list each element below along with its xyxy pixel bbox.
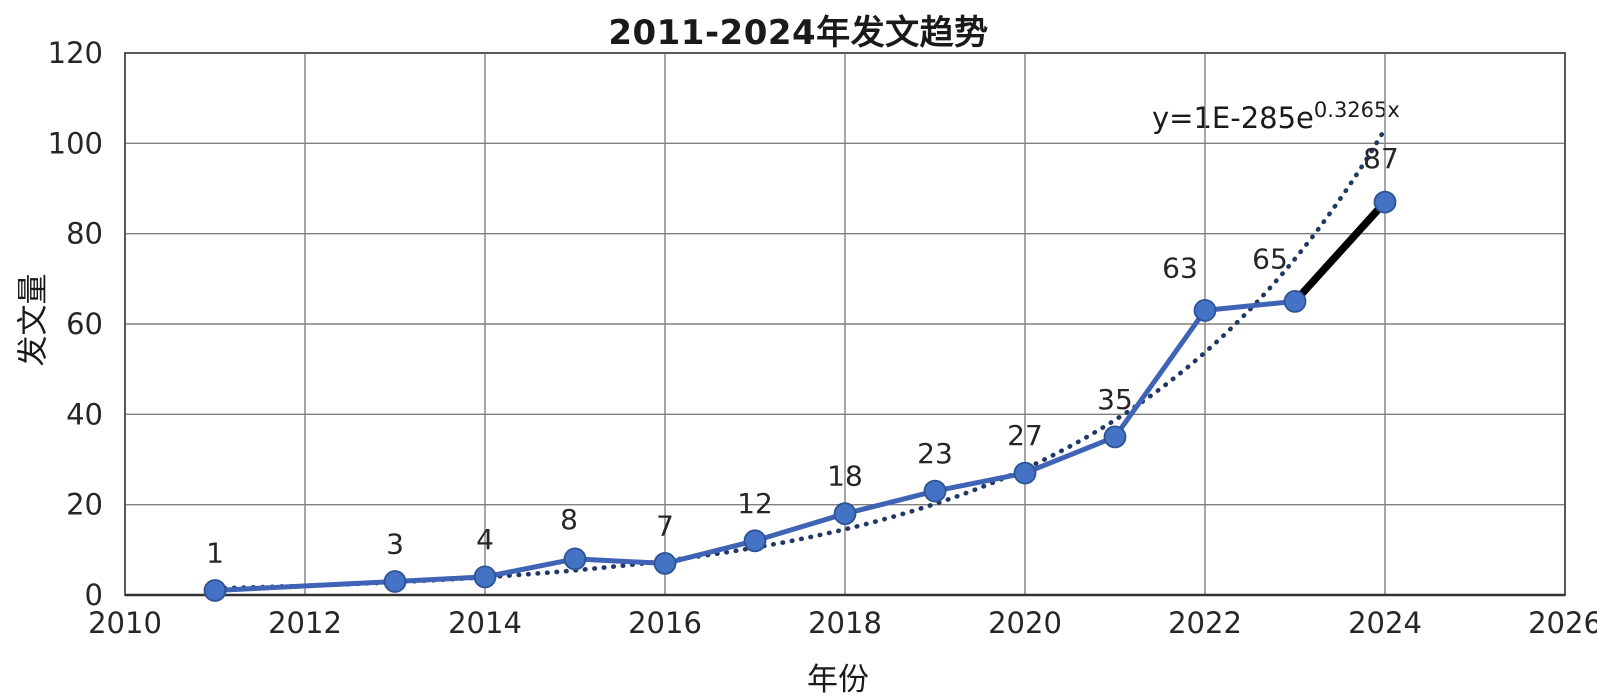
- trendline-dotted: [212, 126, 1388, 591]
- highlight-segment: [1292, 199, 1388, 304]
- y-tick-100: 100: [48, 126, 103, 160]
- y-tick-60: 60: [66, 307, 103, 341]
- data-label-2023: 65: [1252, 242, 1288, 275]
- x-tick-2018: 2018: [808, 606, 882, 640]
- x-tick-2014: 2014: [448, 606, 522, 640]
- data-point-2024: [1373, 190, 1397, 214]
- y-tick-40: 40: [66, 397, 103, 431]
- x-tick-2022: 2022: [1168, 606, 1242, 640]
- x-axis-title: 年份: [807, 662, 869, 698]
- data-point-2019: [923, 479, 947, 503]
- y-tick-20: 20: [66, 488, 103, 522]
- x-tick-2010: 2010: [88, 606, 162, 640]
- data-point-2021: [1103, 425, 1127, 449]
- x-tick-2020: 2020: [988, 606, 1062, 640]
- data-label-2019: 23: [917, 437, 953, 470]
- data-label-2013: 3: [386, 528, 404, 561]
- data-point-2014: [473, 565, 497, 589]
- data-label-2016: 7: [656, 509, 674, 542]
- data-point-2016: [653, 552, 677, 575]
- data-label-2022: 63: [1162, 251, 1198, 284]
- data-point-2023: [1283, 289, 1307, 313]
- y-tick-0: 0: [85, 578, 103, 612]
- y-tick-80: 80: [66, 217, 103, 251]
- data-label-2018: 18: [827, 460, 863, 493]
- chart-title: 2011-2024年发文趋势: [608, 13, 989, 53]
- x-tick-2016: 2016: [628, 606, 702, 640]
- data-label-2017: 12: [737, 487, 773, 520]
- x-tick-2026: 2026: [1528, 606, 1597, 640]
- data-point-2017: [743, 529, 767, 553]
- data-point-2011: [203, 579, 227, 602]
- data-label-2011: 1: [206, 537, 224, 570]
- data-point-2018: [833, 502, 857, 526]
- data-point-2020: [1013, 461, 1037, 485]
- data-point-2013: [383, 570, 407, 593]
- y-tick-120: 120: [48, 36, 103, 70]
- data-label-2021: 35: [1097, 383, 1133, 416]
- data-point-2022: [1193, 298, 1217, 322]
- data-label-2024: 87: [1363, 142, 1399, 175]
- x-tick-2024: 2024: [1348, 606, 1422, 640]
- x-tick-2012: 2012: [268, 606, 342, 640]
- data-point-2015: [563, 547, 587, 571]
- data-label-2020: 27: [1007, 419, 1043, 452]
- data-label-2015: 8: [560, 503, 578, 536]
- trendline-equation-base: y=1E-285e: [1152, 101, 1314, 135]
- data-label-2014: 4: [476, 523, 494, 556]
